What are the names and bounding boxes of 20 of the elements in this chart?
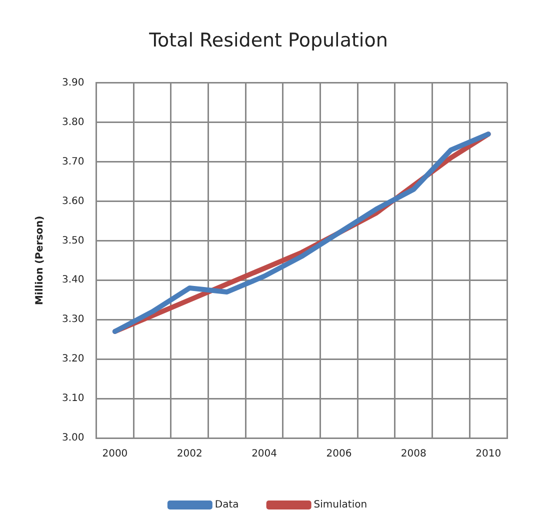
legend-label: Simulation xyxy=(314,500,368,511)
legend-label: Data xyxy=(214,500,239,511)
y-tick-label: 3.30 xyxy=(62,314,84,326)
y-tick-label: 3.40 xyxy=(62,274,84,286)
x-tick-label: 2004 xyxy=(252,448,278,460)
y-tick-label: 3.70 xyxy=(62,156,84,168)
x-tick-label: 2000 xyxy=(102,448,128,460)
y-tick-label: 3.20 xyxy=(62,354,84,365)
y-tick-label: 3.80 xyxy=(62,116,84,128)
x-tick-label: 2006 xyxy=(326,448,352,460)
y-tick-label: 3.10 xyxy=(62,393,84,404)
x-tick-label: 2008 xyxy=(400,448,426,460)
y-tick-label: 3.60 xyxy=(62,196,84,207)
x-tick-label: 2002 xyxy=(176,448,202,460)
y-tick-label: 3.50 xyxy=(62,235,84,246)
y-tick-label: 3.90 xyxy=(62,77,84,88)
y-tick-label: 3.00 xyxy=(62,432,84,444)
y-axis-title: Million (Person) xyxy=(34,216,46,306)
x-tick-label: 2010 xyxy=(476,448,502,460)
chart-title: Total Resident Population xyxy=(148,29,388,52)
